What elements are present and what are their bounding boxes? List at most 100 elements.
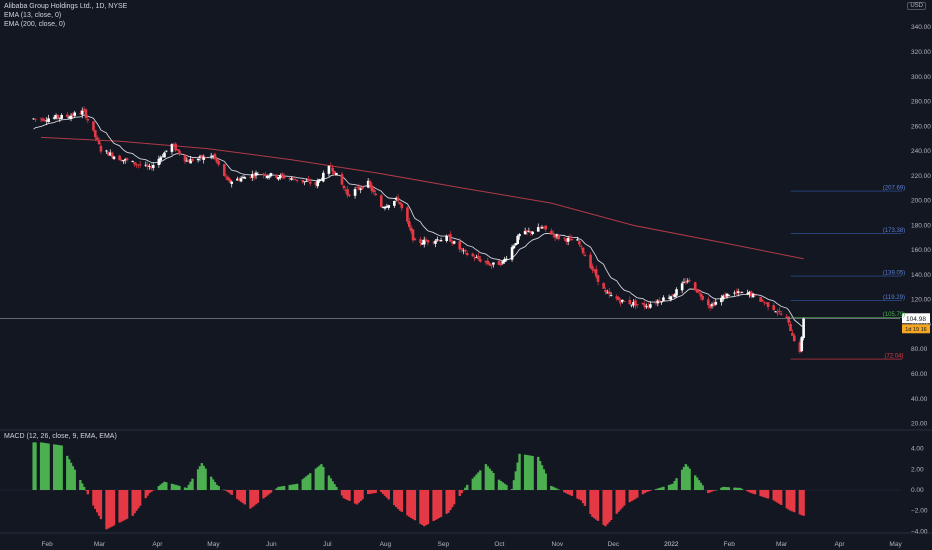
currency-label[interactable]: USD bbox=[907, 2, 926, 10]
macd-bar bbox=[688, 468, 691, 490]
candle-body bbox=[86, 119, 90, 121]
candle-body bbox=[550, 230, 553, 235]
macd-bar bbox=[684, 464, 688, 490]
macd-bar bbox=[473, 476, 476, 490]
candle bbox=[766, 301, 770, 311]
candle bbox=[264, 171, 267, 179]
candle bbox=[224, 173, 228, 181]
macd-bar bbox=[254, 490, 258, 505]
macd-bar bbox=[69, 462, 73, 490]
macd-bar bbox=[146, 490, 149, 496]
candle bbox=[606, 289, 609, 294]
candle bbox=[295, 179, 299, 183]
candle-body bbox=[398, 202, 402, 205]
fib-level-label: (207.69) bbox=[883, 186, 905, 192]
candle-body bbox=[275, 174, 278, 178]
candle bbox=[239, 176, 243, 183]
macd-bar bbox=[658, 487, 661, 490]
candle-body bbox=[282, 176, 286, 179]
macd-axis-tick: −2.00 bbox=[911, 508, 928, 515]
macd-bar bbox=[499, 480, 503, 490]
symbol-title[interactable]: Alibaba Group Holdings Ltd., 1D, NYSE bbox=[4, 3, 128, 10]
macd-bar bbox=[682, 466, 686, 490]
candle bbox=[789, 320, 792, 332]
candle-body bbox=[366, 180, 370, 188]
macd-bar bbox=[458, 490, 461, 497]
candle-body bbox=[766, 302, 770, 307]
candle bbox=[630, 304, 633, 308]
candle bbox=[65, 111, 69, 120]
macd-bar bbox=[97, 490, 101, 516]
candle-body bbox=[667, 297, 671, 299]
macd-bar bbox=[230, 490, 233, 495]
candle bbox=[553, 234, 557, 242]
macd-bar bbox=[488, 468, 491, 490]
macd-bar bbox=[366, 490, 370, 495]
candle-body bbox=[594, 269, 598, 277]
candle-body bbox=[80, 110, 84, 115]
macd-bar bbox=[720, 487, 723, 490]
macd-bar bbox=[464, 487, 467, 490]
candle-body bbox=[654, 302, 658, 304]
macd-bar bbox=[736, 487, 740, 490]
ema13-legend[interactable]: EMA (13, close, 0) bbox=[4, 12, 62, 19]
candle-body bbox=[65, 114, 69, 117]
macd-bar bbox=[503, 483, 506, 490]
macd-bar bbox=[196, 469, 200, 490]
candle-body bbox=[348, 194, 351, 196]
candle-body bbox=[478, 258, 482, 262]
candle bbox=[34, 118, 37, 123]
macd-bar bbox=[774, 490, 777, 502]
candle-body bbox=[505, 258, 508, 260]
candle bbox=[568, 233, 572, 241]
candle-body bbox=[736, 291, 740, 293]
candle bbox=[413, 237, 417, 241]
price-axis-tick: 280.00 bbox=[911, 99, 931, 106]
candle bbox=[290, 176, 293, 181]
candle-body bbox=[540, 227, 544, 229]
macd-bar bbox=[563, 490, 566, 493]
macd-bar bbox=[608, 490, 611, 523]
candle bbox=[710, 302, 714, 309]
macd-bar bbox=[789, 490, 792, 511]
macd-bar bbox=[204, 468, 207, 490]
candle bbox=[222, 163, 226, 177]
candle bbox=[538, 226, 542, 229]
macd-bar bbox=[531, 455, 534, 490]
candle-body bbox=[802, 318, 805, 339]
candle-body bbox=[161, 156, 164, 158]
candle-body bbox=[357, 186, 361, 190]
macd-bar bbox=[209, 476, 213, 490]
macd-bar bbox=[124, 490, 127, 520]
candle bbox=[699, 290, 703, 301]
macd-bar bbox=[735, 487, 738, 490]
macd-bar bbox=[381, 490, 385, 494]
macd-bar bbox=[228, 490, 232, 494]
candle bbox=[110, 151, 114, 160]
candle-body bbox=[673, 294, 676, 298]
candle-body bbox=[69, 115, 73, 119]
candle-body bbox=[596, 275, 600, 282]
candle-body bbox=[250, 174, 254, 178]
time-axis-tick: Apr bbox=[834, 541, 845, 548]
macd-bar bbox=[353, 490, 357, 504]
candle bbox=[628, 296, 632, 305]
macd-bar bbox=[460, 490, 463, 494]
price-axis-tick: 220.00 bbox=[911, 173, 931, 180]
candle-body bbox=[329, 165, 333, 167]
candle-body bbox=[112, 156, 116, 159]
macd-bar bbox=[589, 490, 592, 515]
ema200-legend[interactable]: EMA (200, close, 0) bbox=[4, 21, 66, 28]
macd-bar bbox=[344, 490, 347, 500]
macd-bar bbox=[421, 490, 424, 526]
candle bbox=[84, 108, 88, 120]
macd-bar bbox=[54, 444, 58, 490]
macd-legend[interactable]: MACD (12, 26, close, 9, EMA, EMA) bbox=[4, 433, 117, 440]
candle-body bbox=[634, 300, 637, 306]
candle bbox=[578, 238, 581, 247]
macd-bar bbox=[694, 475, 697, 490]
macd-bar bbox=[187, 484, 190, 490]
macd-bar bbox=[122, 490, 125, 521]
macd-bar bbox=[497, 479, 501, 490]
